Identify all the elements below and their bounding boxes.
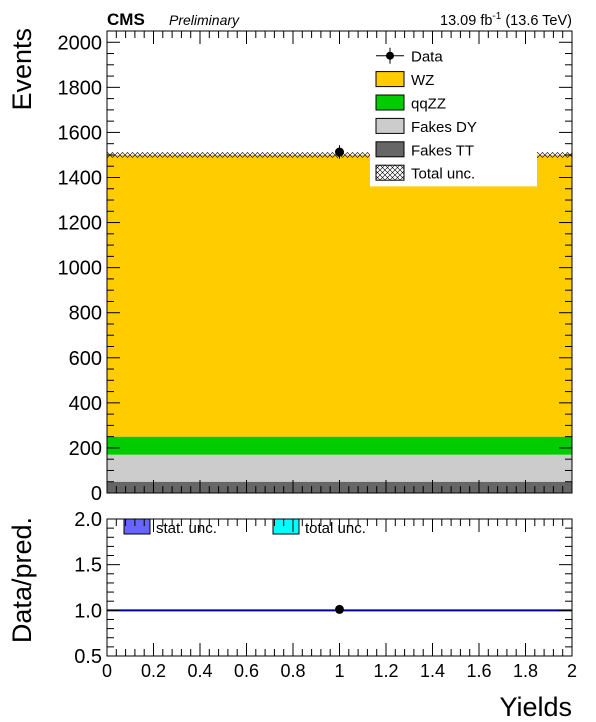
x-tick-label: 0.6 xyxy=(234,661,259,681)
stacked-bars xyxy=(107,154,572,493)
top-y-axis-title: Events xyxy=(7,28,37,111)
legend-swatch-fakes-dy xyxy=(375,117,405,134)
x-tick-label: 1.2 xyxy=(373,661,398,681)
ratio-points xyxy=(335,604,344,614)
preliminary-label: Preliminary xyxy=(169,12,240,28)
y-tick-label: 1800 xyxy=(58,77,103,99)
ratio-point xyxy=(335,604,344,614)
ratio-y-axis-title: Data/pred. xyxy=(7,517,37,643)
y-tick-label: 1400 xyxy=(58,167,103,189)
data-point xyxy=(335,147,344,157)
ratio-legend-swatch-total-unc xyxy=(272,518,300,535)
legend-swatch-fakes-tt xyxy=(375,141,405,158)
y-tick-label: 800 xyxy=(69,303,102,325)
x-tick-label: 0.4 xyxy=(187,661,212,681)
lumi-label: 13.09 fb-1 (13.6 TeV) xyxy=(440,11,572,29)
ratio-y-tick-label: 1.0 xyxy=(74,600,102,622)
ratio-y-axis: 0.5 1.0 1.5 2.0 xyxy=(74,509,572,668)
bar-wz xyxy=(107,154,572,437)
x-tick-label: 0.8 xyxy=(280,661,305,681)
legend-label-total-unc: Total unc. xyxy=(411,166,475,183)
y-tick-label: 600 xyxy=(69,348,102,370)
top-legend: Data WZ qqZZ Fakes DY Fakes TT Total unc. xyxy=(370,44,537,187)
legend-label-data: Data xyxy=(411,49,443,66)
y-tick-label: 1600 xyxy=(58,122,103,144)
x-tick-label: 1.6 xyxy=(466,661,491,681)
x-tick-label: 0.2 xyxy=(141,661,166,681)
legend-swatch-total-unc xyxy=(375,164,405,181)
ratio-y-tick-label: 2.0 xyxy=(74,509,102,531)
y-tick-label: 2000 xyxy=(58,32,103,54)
legend-swatch-data-marker xyxy=(386,51,394,60)
x-axis: 0 0.2 0.4 0.6 0.8 1 1.2 1.4 1.6 1.8 2 xyxy=(102,519,577,681)
legend-swatch-wz xyxy=(375,71,405,88)
legend-label-wz: WZ xyxy=(411,72,434,89)
cms-label: CMS xyxy=(107,10,145,29)
ratio-legend-label-stat-unc: stat. unc. xyxy=(156,520,217,537)
ratio-legend-box xyxy=(108,520,418,547)
ratio-y-tick-label: 0.5 xyxy=(74,646,102,668)
y-tick-label: 200 xyxy=(69,438,102,460)
ratio-legend: stat. unc. total unc. xyxy=(108,518,418,547)
y-tick-label: 0 xyxy=(91,483,102,505)
x-tick-label: 1.4 xyxy=(420,661,445,681)
bar-qqzz xyxy=(107,436,572,455)
x-tick-label: 0 xyxy=(102,661,112,681)
y-tick-label: 400 xyxy=(69,393,102,415)
data-points xyxy=(335,145,344,159)
y-tick-label: 1200 xyxy=(58,213,103,235)
ratio-legend-swatch-stat-unc xyxy=(123,518,151,535)
x-axis-title: Yields xyxy=(499,692,572,722)
ratio-legend-label-total-unc: total unc. xyxy=(305,520,366,537)
legend-label-qqzz: qqZZ xyxy=(411,96,446,113)
legend-box xyxy=(370,44,537,187)
x-tick-label: 1.8 xyxy=(513,661,538,681)
legend-label-fakes-dy: Fakes DY xyxy=(411,119,477,136)
x-tick-label: 1 xyxy=(334,661,344,681)
legend-label-fakes-tt: Fakes TT xyxy=(411,142,474,159)
ratio-y-tick-label: 1.5 xyxy=(74,555,102,577)
legend-swatch-qqzz xyxy=(375,94,405,111)
x-tick-label: 2 xyxy=(567,661,577,681)
top-y-axis: 0 200 400 600 800 1000 1200 1400 1600 1800 2000 xyxy=(58,30,572,505)
bar-fakes-dy xyxy=(107,454,572,482)
y-tick-label: 1000 xyxy=(58,258,103,280)
